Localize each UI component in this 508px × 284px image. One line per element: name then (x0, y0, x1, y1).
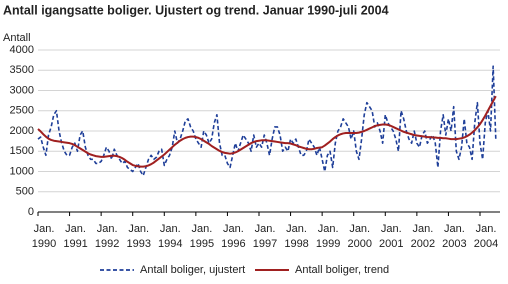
y-tick-label: 0 (28, 206, 34, 218)
x-tick-label: Jan. 1994 (158, 223, 182, 250)
series-line (37, 65, 497, 177)
y-tick-label: 3500 (10, 64, 34, 76)
legend-label: Antall boliger, trend (295, 264, 389, 276)
y-tick-label: 3000 (10, 84, 34, 96)
x-tick-label: Jan. 1993 (126, 223, 150, 250)
y-tick-label: 4000 (10, 44, 34, 56)
y-tick-label: 1000 (10, 165, 34, 177)
x-tick-label: Jan. 2002 (411, 223, 435, 250)
x-tick-label: Jan. 2003 (442, 223, 466, 250)
x-tick-label: Jan. 2000 (347, 223, 371, 250)
x-tick-label: Jan. 1999 (316, 223, 340, 250)
series-line (37, 95, 497, 168)
x-tick-label: Jan. 1996 (221, 223, 245, 250)
x-tick-label: Jan. 1990 (32, 223, 56, 250)
x-tick-label: Jan. 2001 (379, 223, 403, 250)
y-tick-label: 1500 (10, 145, 34, 157)
legend-label: Antall boliger, ujustert (140, 264, 245, 276)
x-tick-label: Jan. 1998 (284, 223, 308, 250)
chart-title: Antall igangsatte boliger. Ujustert og t… (3, 3, 389, 17)
x-tick-label: Jan. 1991 (63, 223, 87, 250)
y-axis-label: Antall (3, 32, 31, 44)
x-tick-label: Jan. 2004 (474, 223, 498, 250)
x-tick-label: Jan. 1995 (190, 223, 214, 250)
x-tick-label: Jan. 1997 (253, 223, 277, 250)
x-tick-label: Jan. 1992 (95, 223, 119, 250)
y-tick-label: 2500 (10, 105, 34, 117)
y-tick-label: 2000 (10, 125, 34, 137)
y-tick-label: 500 (16, 186, 34, 198)
